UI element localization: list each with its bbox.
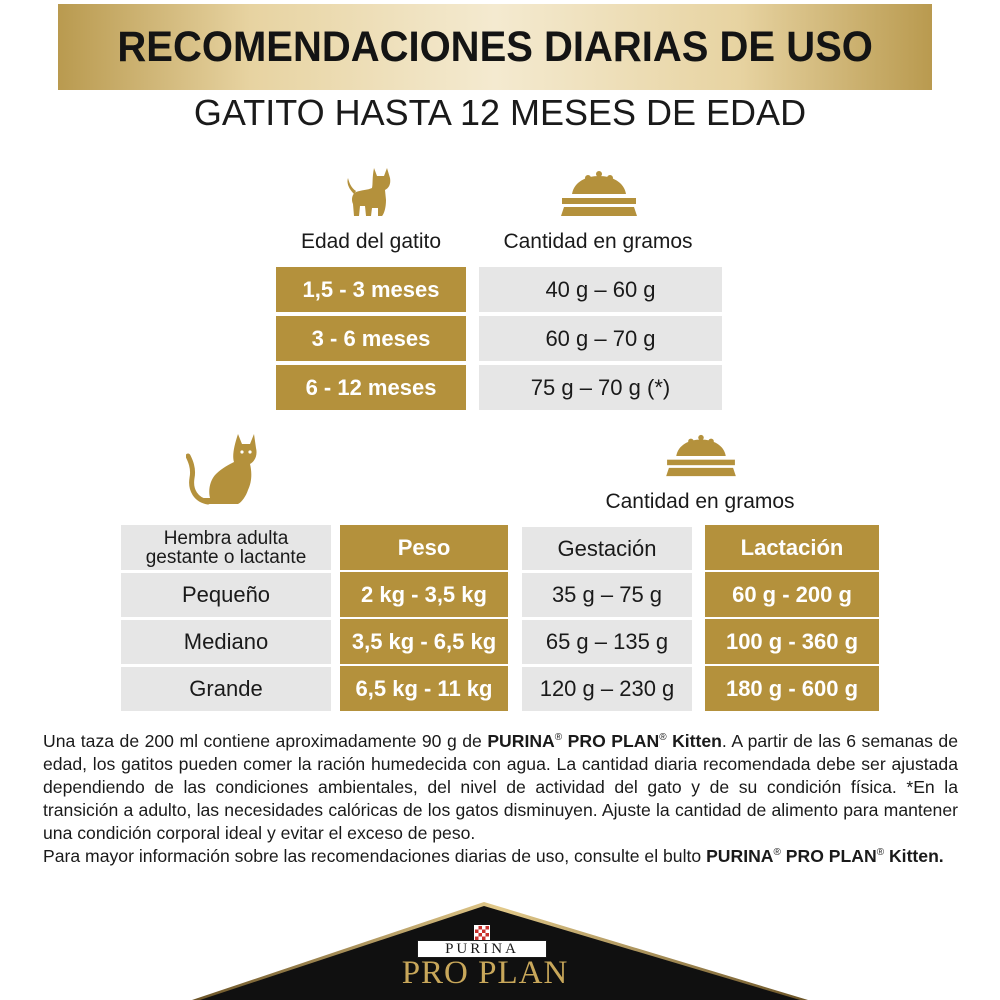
kitten-amount-cell: 75 g – 70 g (*) <box>479 365 722 410</box>
brand-name: PURINA <box>487 731 555 751</box>
col-lactation-header: Lactación <box>705 525 879 570</box>
notes-paragraph-2: Para mayor información sobre las recomen… <box>43 845 958 868</box>
lactation-cell: 60 g - 200 g <box>705 572 879 617</box>
col-female-label: Hembra adulta gestante o lactante <box>145 527 307 568</box>
registered-mark: ® <box>876 847 885 859</box>
weight-cell: 6,5 kg - 11 kg <box>340 666 508 711</box>
gestation-cell: 120 g – 230 g <box>522 667 692 711</box>
notes-text: . A partir de las 6 semanas de edad, los… <box>43 731 959 843</box>
brand-name: PURINA <box>706 846 774 866</box>
pro-plan-logo: PRO PLAN <box>401 955 569 991</box>
kitten-age-cell: 3 - 6 meses <box>276 316 466 361</box>
notes-text: Una taza de 200 ml contiene aproximadame… <box>43 731 488 751</box>
col-gestation-header: Gestación <box>522 527 692 570</box>
food-bowl-icon <box>561 171 637 216</box>
registered-mark: ® <box>773 847 781 859</box>
page-subtitle: GATITO HASTA 12 MESES DE EDAD <box>193 92 807 133</box>
lactation-cell: 180 g - 600 g <box>705 666 879 711</box>
size-cell: Mediano <box>121 620 331 664</box>
header-banner: RECOMENDACIONES DIARIAS DE USO <box>58 4 932 90</box>
brand-name: PRO PLAN <box>785 846 877 866</box>
feeding-notes: Una taza de 200 ml contiene aproximadame… <box>43 730 958 868</box>
product-name: Kitten <box>672 731 722 751</box>
kitten-icon <box>347 168 391 216</box>
gestation-cell: 35 g – 75 g <box>522 573 692 617</box>
weight-cell: 2 kg - 3,5 kg <box>340 572 508 617</box>
kitten-amount-cell: 60 g – 70 g <box>479 316 722 361</box>
adult-amount-header: Cantidad en gramos <box>605 490 795 513</box>
kitten-age-cell: 6 - 12 meses <box>276 365 466 410</box>
weight-cell: 3,5 kg - 6,5 kg <box>340 619 508 664</box>
brand-name: PRO PLAN <box>567 731 660 751</box>
lactation-cell: 100 g - 360 g <box>705 619 879 664</box>
col-weight-header: Peso <box>340 525 508 570</box>
page-title: RECOMENDACIONES DIARIAS DE USO <box>117 22 873 71</box>
registered-mark: ® <box>659 732 667 744</box>
kitten-amount-header: Cantidad en gramos <box>503 230 693 253</box>
registered-mark: ® <box>554 732 563 744</box>
kitten-amount-cell: 40 g – 60 g <box>479 267 722 312</box>
kitten-age-cell: 1,5 - 3 meses <box>276 267 466 312</box>
food-bowl-icon <box>666 434 736 477</box>
product-name: Kitten. <box>888 846 944 866</box>
kitten-age-header: Edad del gatito <box>300 230 442 253</box>
adult-cat-icon <box>186 434 257 505</box>
col-female-header: Hembra adulta gestante o lactante <box>121 525 331 570</box>
size-cell: Pequeño <box>121 573 331 617</box>
gestation-cell: 65 g – 135 g <box>522 620 692 664</box>
size-cell: Grande <box>121 667 331 711</box>
notes-paragraph-1: Una taza de 200 ml contiene aproximadame… <box>43 730 958 845</box>
purina-logo-text: PURINA <box>417 940 547 958</box>
purina-checkerboard-icon <box>474 925 490 941</box>
notes-text: Para mayor información sobre las recomen… <box>43 846 707 866</box>
